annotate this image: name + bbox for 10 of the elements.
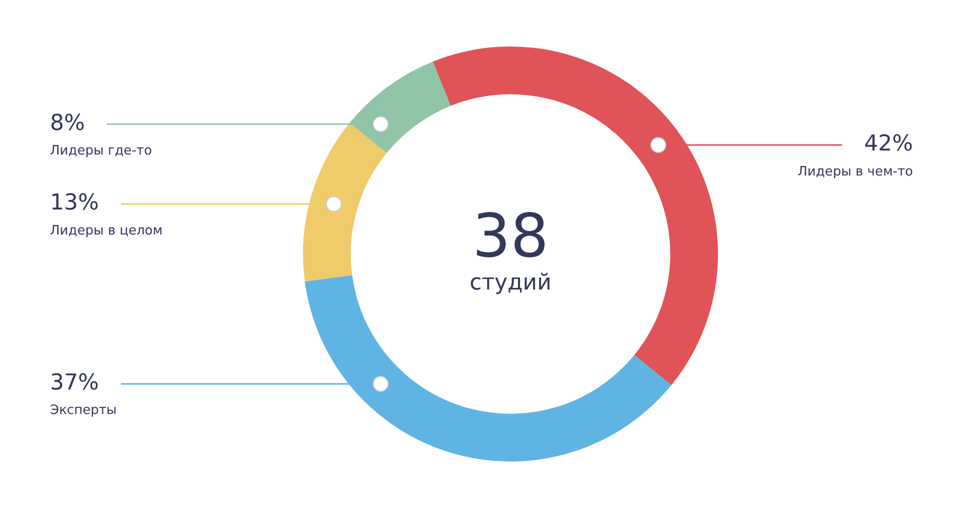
data-label: 42% — [864, 132, 913, 157]
text: 38 — [472, 202, 549, 272]
slice-label: Лидеры где-то — [50, 144, 152, 159]
data-label: 13% — [50, 190, 99, 216]
text: студий — [470, 270, 552, 296]
slice-label: Лидеры в целом — [50, 223, 163, 238]
data-label: 8% — [50, 110, 85, 136]
slice-label: Эксперты — [50, 403, 117, 418]
data-label: 37% — [50, 370, 99, 396]
slice-label: Лидеры в чем-то — [798, 164, 914, 180]
